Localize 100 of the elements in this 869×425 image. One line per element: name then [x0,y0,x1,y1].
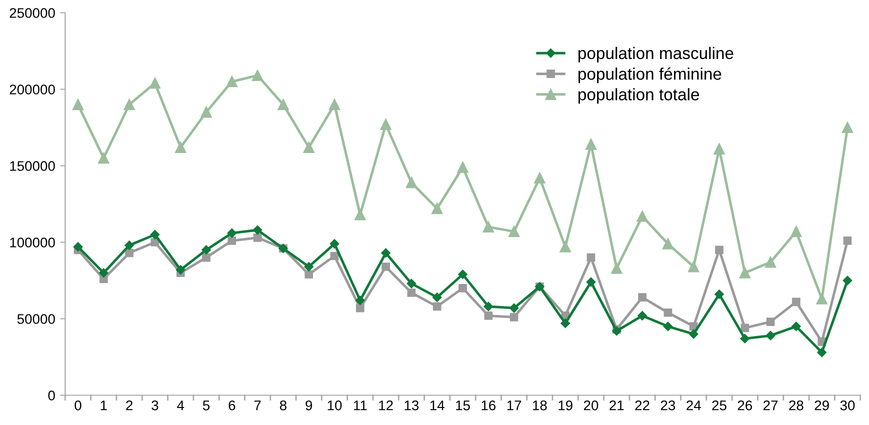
point [484,312,493,320]
x-tick-label: 30 [840,400,855,410]
x-tick-label: 27 [764,400,778,410]
x-tick-label: 16 [482,400,496,410]
point [585,138,597,150]
y-tick-label: 50000 [17,314,55,324]
y-tick-label: 150000 [10,161,55,171]
x-tick-label: 6 [228,400,236,410]
x-tick-label: 29 [814,400,829,410]
x-tick-label: 11 [354,400,367,410]
x-tick-label: 2 [126,400,132,410]
x-tick-label: 1 [100,400,107,410]
point [124,98,135,110]
x-tick-label: 25 [712,400,726,410]
point [843,236,852,245]
x-tick-label: 0 [74,400,82,410]
point [406,177,417,188]
point [304,262,314,272]
x-tick-label: 17 [507,400,522,410]
point [252,70,264,82]
point [72,98,84,110]
x-tick-label: 13 [404,400,419,410]
x-tick-label: 28 [789,400,804,410]
point [842,122,854,134]
x-tick-label: 15 [456,400,470,410]
point [227,228,237,238]
point [304,270,314,279]
x-tick-label: 23 [660,400,676,410]
point [714,290,724,299]
point [176,265,186,274]
x-tick-label: 9 [306,400,312,410]
point [792,298,800,306]
point [380,118,392,130]
point [458,284,467,292]
point [328,98,340,110]
point [715,246,724,254]
point [664,308,672,317]
point [202,245,211,255]
point [817,348,826,358]
point [764,256,776,268]
point [688,261,700,272]
legend-label: population totale [578,88,699,104]
point [740,334,750,344]
point [534,172,546,184]
point [560,318,570,328]
point [611,262,622,274]
point [766,330,776,340]
point [662,238,674,250]
point [790,226,802,238]
point [482,221,494,233]
x-tick-label: 24 [686,400,701,410]
point [688,329,698,339]
point [330,239,340,248]
point [509,303,519,313]
x-tick-label: 7 [254,400,261,410]
point [689,322,698,331]
x-tick-label: 8 [280,400,286,410]
x-tick-label: 5 [202,400,210,410]
point [636,210,648,222]
point [354,209,366,220]
point [458,270,468,280]
point [766,318,775,326]
point [586,277,596,287]
point [560,241,571,252]
point [510,313,518,322]
point [638,311,647,320]
y-tick-label: 0 [48,390,55,400]
x-tick-label: 4 [177,400,184,410]
y-tick-label: 200000 [10,84,55,94]
y-tick-label: 250000 [10,8,55,18]
point [432,292,442,302]
point [842,276,852,286]
point [663,322,673,332]
point [484,302,494,312]
point [226,76,238,88]
point [356,296,365,306]
point [432,302,442,311]
point [98,152,110,164]
x-tick-label: 10 [328,400,342,410]
point [739,267,750,278]
point [175,142,186,153]
point [253,233,262,242]
x-tick-label: 20 [584,400,598,410]
point [638,293,646,302]
point [73,242,83,252]
point [382,262,390,271]
point [457,162,468,173]
point [356,304,364,312]
point [792,322,801,332]
point [252,225,262,235]
point [330,252,339,260]
point [200,106,212,118]
point [124,240,134,250]
legend-label: population féminine [578,67,722,84]
point [816,293,828,304]
x-tick-label: 18 [533,400,547,410]
point [202,253,210,262]
point [407,288,416,297]
point [586,253,596,262]
point [278,98,289,110]
